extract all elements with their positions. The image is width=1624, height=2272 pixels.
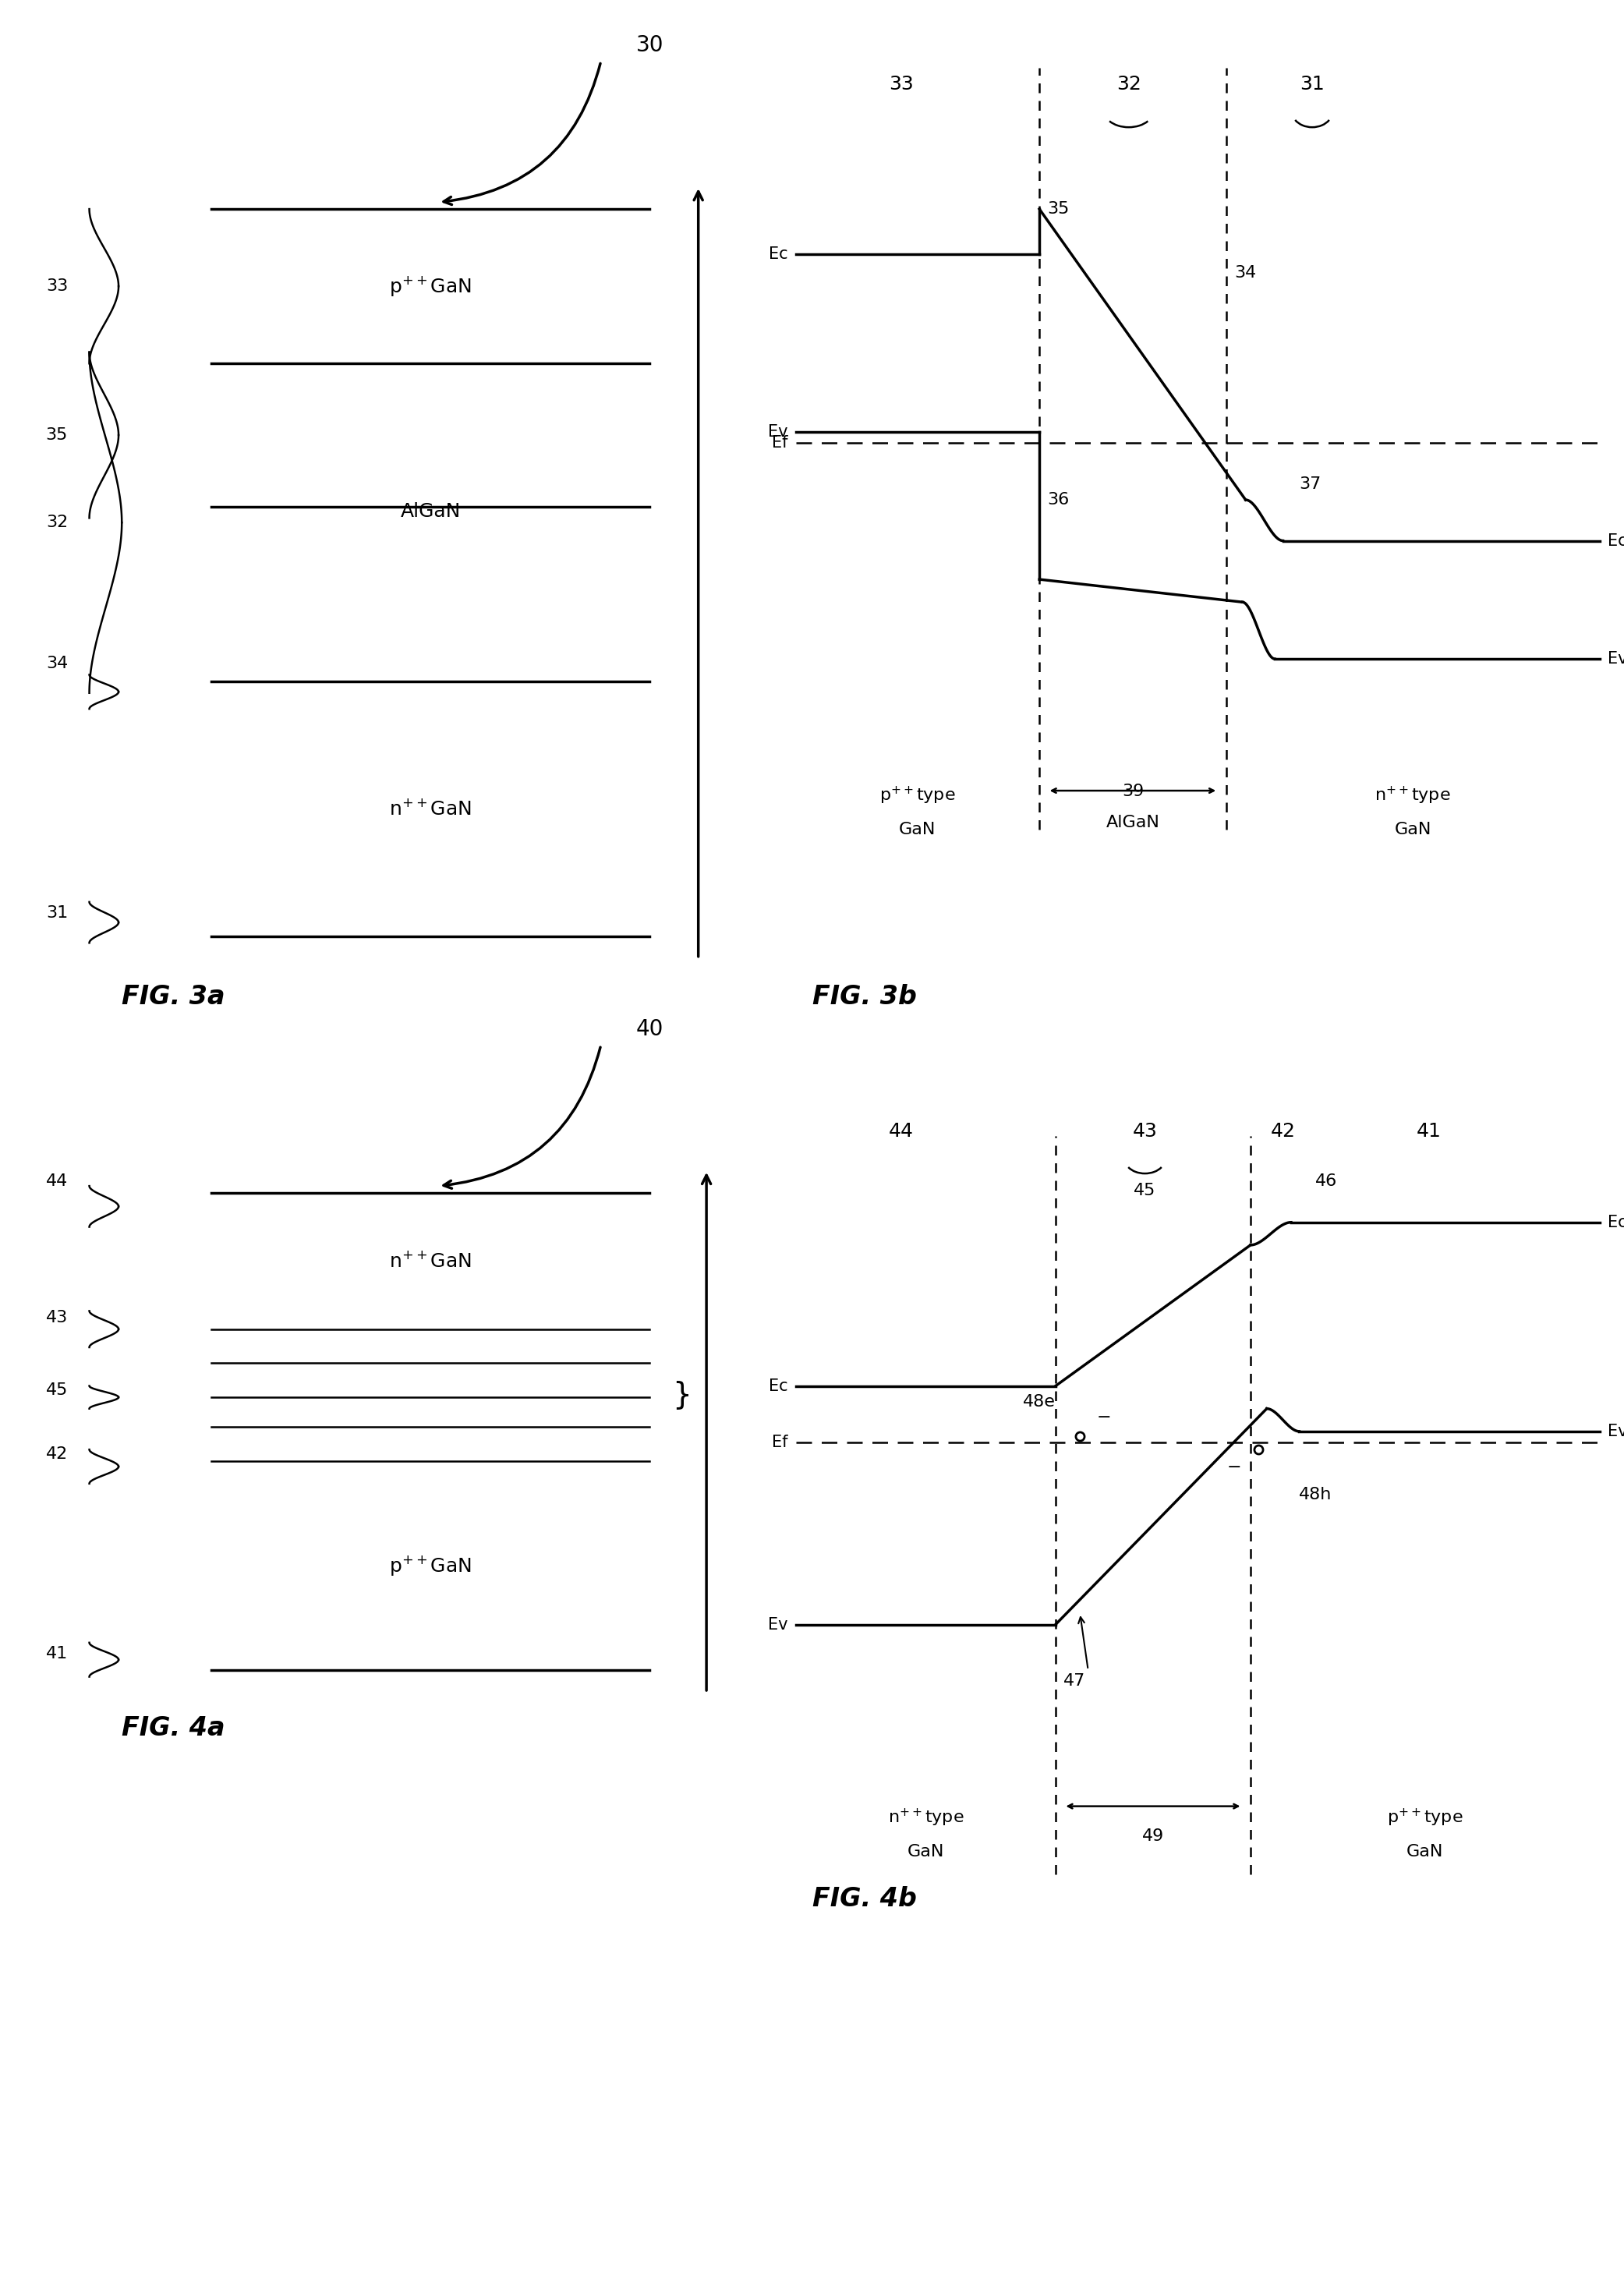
Text: 36: 36: [1047, 493, 1070, 507]
Text: 31: 31: [45, 907, 68, 920]
Text: $\mathregular{n^{++}GaN}$: $\mathregular{n^{++}GaN}$: [390, 1252, 471, 1270]
Text: AlGaN: AlGaN: [400, 502, 461, 520]
Text: 46: 46: [1315, 1175, 1338, 1188]
Text: 45: 45: [1134, 1184, 1156, 1197]
Text: 42: 42: [45, 1447, 68, 1461]
Text: 35: 35: [1047, 202, 1070, 216]
Text: 43: 43: [1132, 1122, 1158, 1141]
Text: 41: 41: [1416, 1122, 1442, 1141]
Text: 35: 35: [45, 427, 68, 443]
Text: 39: 39: [1122, 784, 1143, 800]
Text: −: −: [1098, 1411, 1111, 1425]
Text: Ec: Ec: [768, 1379, 788, 1393]
Text: Ev: Ev: [1608, 1425, 1624, 1438]
Text: FIG. 3b: FIG. 3b: [812, 984, 916, 1009]
Text: $\mathregular{p^{++}GaN}$: $\mathregular{p^{++}GaN}$: [390, 275, 471, 298]
Text: 48e: 48e: [1023, 1395, 1056, 1409]
Text: 34: 34: [45, 657, 68, 670]
Text: FIG. 4b: FIG. 4b: [812, 1886, 916, 1911]
Text: Ec: Ec: [1608, 534, 1624, 548]
Text: 33: 33: [45, 279, 68, 293]
Text: GaN: GaN: [1395, 822, 1431, 836]
Text: 47: 47: [1064, 1674, 1086, 1688]
Text: FIG. 3a: FIG. 3a: [122, 984, 226, 1009]
Text: GaN: GaN: [900, 822, 935, 836]
Text: 48h: 48h: [1299, 1488, 1332, 1502]
Text: AlGaN: AlGaN: [1106, 816, 1160, 829]
Text: Ev: Ev: [768, 1618, 788, 1631]
Text: 41: 41: [45, 1647, 68, 1661]
Text: Ef: Ef: [771, 1436, 788, 1450]
Text: Ev: Ev: [1608, 652, 1624, 666]
Text: 45: 45: [45, 1384, 68, 1397]
Text: Ef: Ef: [771, 436, 788, 450]
Text: −: −: [1228, 1461, 1241, 1475]
Text: 44: 44: [888, 1122, 914, 1141]
Text: $\mathregular{p^{++}type}$: $\mathregular{p^{++}type}$: [880, 784, 955, 807]
Text: $\mathregular{n^{++}type}$: $\mathregular{n^{++}type}$: [1376, 784, 1450, 807]
Text: 33: 33: [888, 75, 914, 93]
Text: 40: 40: [637, 1018, 663, 1041]
Text: }: }: [672, 1379, 692, 1411]
Text: 44: 44: [45, 1175, 68, 1188]
Text: 43: 43: [45, 1311, 68, 1325]
Text: 30: 30: [635, 34, 664, 57]
Text: $\mathregular{p^{++}type}$: $\mathregular{p^{++}type}$: [1387, 1806, 1463, 1829]
Text: Ec: Ec: [768, 248, 788, 261]
Text: 32: 32: [45, 516, 68, 529]
Text: 49: 49: [1142, 1829, 1164, 1843]
Text: 31: 31: [1299, 75, 1325, 93]
Text: FIG. 4a: FIG. 4a: [122, 1715, 226, 1740]
Text: 32: 32: [1116, 75, 1142, 93]
Text: Ec: Ec: [1608, 1216, 1624, 1229]
Text: $\mathregular{n^{++}type}$: $\mathregular{n^{++}type}$: [888, 1806, 963, 1829]
Text: 42: 42: [1270, 1122, 1296, 1141]
Text: GaN: GaN: [908, 1845, 944, 1858]
Text: GaN: GaN: [1406, 1845, 1444, 1858]
Text: 37: 37: [1299, 477, 1322, 491]
Text: $\mathregular{n^{++}GaN}$: $\mathregular{n^{++}GaN}$: [390, 800, 471, 818]
Text: 34: 34: [1234, 266, 1257, 279]
Text: $\mathregular{p^{++}GaN}$: $\mathregular{p^{++}GaN}$: [390, 1554, 471, 1577]
Text: Ev: Ev: [768, 425, 788, 438]
